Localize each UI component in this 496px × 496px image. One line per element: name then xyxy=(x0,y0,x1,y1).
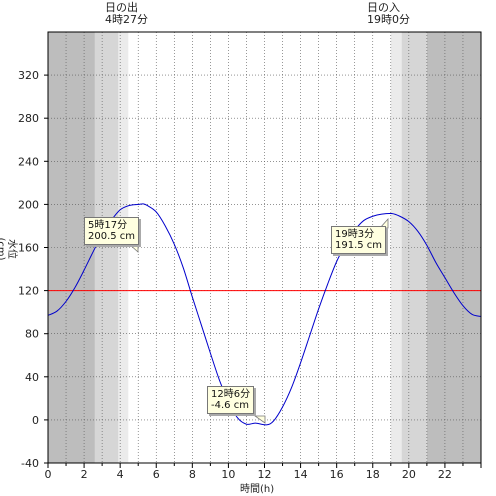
x-tick-label: 18 xyxy=(366,468,380,481)
sunset-info: 日の入 19時0分 xyxy=(367,2,410,26)
y-tick-label: 320 xyxy=(18,69,39,82)
low-tide-callout: 12時6分 -4.6 cm xyxy=(207,386,255,414)
grid-lines xyxy=(48,32,481,463)
x-tick-label: 14 xyxy=(294,468,308,481)
x-tick-label: 0 xyxy=(45,468,52,481)
callout-value: -4.6 cm xyxy=(211,400,249,411)
axis-ticks: -40 0 40 80 120 160 200 240 280 320 0 2 4 6 8 10 12 14 16 1… xyxy=(18,69,482,481)
y-tick-label: 200 xyxy=(18,198,39,211)
y-tick-label: 80 xyxy=(25,328,39,341)
sunset-label: 日の入 xyxy=(367,1,400,14)
x-axis-label: 時間(h) xyxy=(240,484,275,495)
callout-time: 19時3分 xyxy=(335,229,375,240)
y-tick-label: 0 xyxy=(32,414,39,427)
sunrise-info: 日の出 4時27分 xyxy=(105,2,148,26)
shade-band-twilight xyxy=(94,32,119,463)
high-tide-callout-2: 19時3分 191.5 cm xyxy=(331,226,387,254)
y-tick-label: 40 xyxy=(25,371,39,384)
high-tide-callout-1: 5時17分 200.5 cm xyxy=(84,217,140,245)
extremum-markers xyxy=(126,217,389,424)
sunrise-time: 4時27分 xyxy=(105,13,148,26)
y-tick-label: 280 xyxy=(18,112,39,125)
tide-line xyxy=(47,203,482,426)
y-tick-label: -40 xyxy=(21,457,39,470)
x-tick-label: 16 xyxy=(330,468,344,481)
callout-pointer xyxy=(253,415,266,424)
x-tick-label: 6 xyxy=(153,468,160,481)
x-tick-label: 12 xyxy=(258,468,272,481)
x-tick-label: 8 xyxy=(189,468,196,481)
x-tick-label: 20 xyxy=(402,468,416,481)
y-tick-label: 240 xyxy=(18,155,39,168)
callout-value: 200.5 cm xyxy=(88,231,136,242)
y-tick-label: 120 xyxy=(18,285,39,298)
y-tick-label: 160 xyxy=(18,242,39,255)
x-tick-label: 2 xyxy=(81,468,88,481)
sunrise-label: 日の出 xyxy=(105,1,138,14)
callout-time: 5時17分 xyxy=(88,220,128,231)
y-axis-label: 水位(cm) xyxy=(0,237,17,261)
callout-value: 191.5 cm xyxy=(335,240,383,251)
sunset-time: 19時0分 xyxy=(367,13,410,26)
x-tick-label: 10 xyxy=(221,468,235,481)
x-tick-label: 4 xyxy=(117,468,124,481)
callout-time: 12時6分 xyxy=(211,389,251,400)
x-tick-label: 22 xyxy=(438,468,452,481)
